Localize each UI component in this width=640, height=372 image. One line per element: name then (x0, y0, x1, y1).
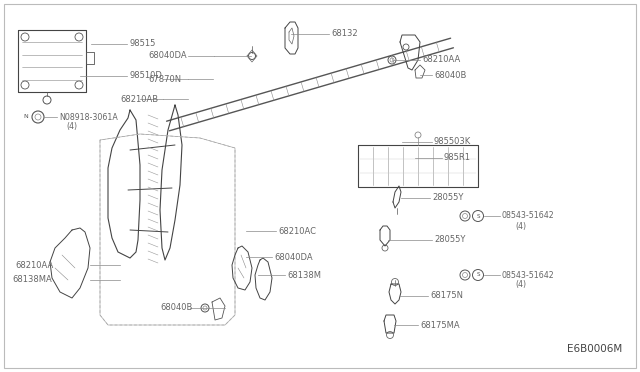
Text: (4): (4) (66, 122, 77, 131)
Text: 98515: 98515 (129, 39, 156, 48)
Text: (4): (4) (515, 221, 526, 231)
Text: 68175N: 68175N (430, 292, 463, 301)
Text: 985R1: 985R1 (444, 154, 471, 163)
Text: 985503K: 985503K (434, 138, 471, 147)
Text: 68175MA: 68175MA (420, 321, 460, 330)
Text: 28055Y: 28055Y (432, 193, 463, 202)
Text: 08543-51642: 08543-51642 (502, 270, 555, 279)
Text: 68138M: 68138M (287, 270, 321, 279)
Text: 68138MA: 68138MA (12, 276, 52, 285)
Text: 08543-51642: 08543-51642 (502, 212, 555, 221)
Text: S: S (476, 214, 480, 218)
Text: E6B0006M: E6B0006M (567, 344, 622, 354)
Text: 28055Y: 28055Y (434, 235, 465, 244)
Text: 68210AC: 68210AC (278, 227, 316, 235)
Text: 68040B: 68040B (160, 304, 193, 312)
Text: 98510D: 98510D (129, 71, 162, 80)
Text: N08918-3061A: N08918-3061A (59, 112, 118, 122)
Text: 68040DA: 68040DA (274, 253, 312, 262)
Text: (4): (4) (515, 280, 526, 289)
Text: S: S (476, 273, 480, 278)
Text: 68210AA: 68210AA (15, 260, 53, 269)
Text: 68210AB: 68210AB (120, 94, 158, 103)
Text: 67870N: 67870N (148, 74, 181, 83)
Text: 68210AA: 68210AA (422, 55, 460, 64)
Text: 68040B: 68040B (434, 71, 467, 80)
Text: 68132: 68132 (331, 29, 358, 38)
Text: N: N (24, 115, 28, 119)
Text: 68040DA: 68040DA (148, 51, 187, 61)
